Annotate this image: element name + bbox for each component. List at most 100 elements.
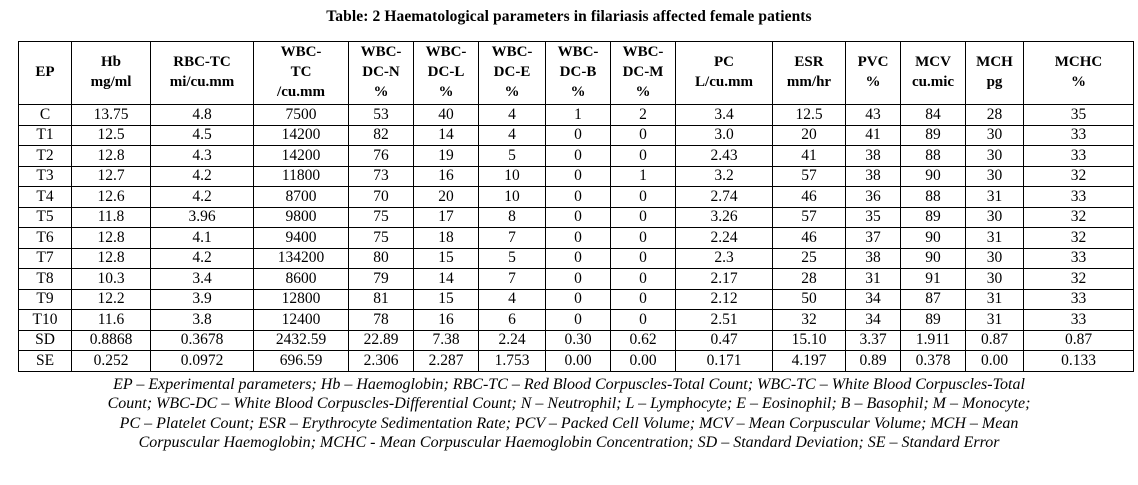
column-header-wbc-tc: WBC- TC/cu.mm xyxy=(253,41,349,105)
table-cell: 2.306 xyxy=(348,350,414,372)
table-cell: 0.3678 xyxy=(150,329,254,351)
table-cell: 5 xyxy=(478,247,546,269)
table-cell: 7.38 xyxy=(413,329,479,351)
table-cell: 3.96 xyxy=(150,206,254,228)
table-cell: 11800 xyxy=(253,165,349,187)
table-cell: 33 xyxy=(1023,145,1134,167)
table-cell: 88 xyxy=(900,186,966,208)
table-row-T2: T2 12.8 4.3 14200 76 19 5 0 0 2.43 41 38 88 30 33 xyxy=(18,145,1134,167)
table-cell: 0 xyxy=(545,145,611,167)
footnote: EP – Experimental parameters; Hb – Haemo… xyxy=(0,375,1138,453)
table-cell: 0 xyxy=(545,206,611,228)
row-label: T7 xyxy=(18,247,72,269)
table-cell: 8700 xyxy=(253,186,349,208)
table-cell: 0.0972 xyxy=(150,350,254,372)
table-cell: 4.2 xyxy=(150,165,254,187)
table-cell: 5 xyxy=(478,145,546,167)
table-cell: 73 xyxy=(348,165,414,187)
table-cell: 4.197 xyxy=(772,350,846,372)
table-cell: 7 xyxy=(478,268,546,290)
table-cell: 3.4 xyxy=(150,268,254,290)
table-cell: 12.8 xyxy=(71,247,151,269)
table-cell: 15.10 xyxy=(772,329,846,351)
table-cell: 33 xyxy=(1023,124,1134,146)
column-header-wbc-dc-n: WBC- DC-N% xyxy=(348,41,414,105)
table-cell: 31 xyxy=(965,309,1024,331)
table-cell: 32 xyxy=(772,309,846,331)
column-header-wbc-dc-l: WBC- DC-L% xyxy=(413,41,479,105)
table-cell: 35 xyxy=(845,206,901,228)
table-cell: 2.24 xyxy=(478,329,546,351)
table-cell: 0.00 xyxy=(610,350,676,372)
table-cell: 3.0 xyxy=(675,124,773,146)
table-cell: 0.00 xyxy=(545,350,611,372)
table-cell: 4 xyxy=(478,124,546,146)
row-label: T8 xyxy=(18,268,72,290)
column-header-mcv: MCV cu.mic xyxy=(900,41,966,105)
table-cell: 57 xyxy=(772,206,846,228)
table-cell: 57 xyxy=(772,165,846,187)
table-cell: 14 xyxy=(413,124,479,146)
table-cell: 3.2 xyxy=(675,165,773,187)
table-cell: 13.75 xyxy=(71,104,151,126)
table-cell: 4.2 xyxy=(150,186,254,208)
table-cell: 0.00 xyxy=(965,350,1024,372)
column-header-wbc-dc-b: WBC- DC-B% xyxy=(545,41,611,105)
table-cell: 12.8 xyxy=(71,145,151,167)
table-cell: 2.24 xyxy=(675,227,773,249)
row-label: T9 xyxy=(18,288,72,310)
table-cell: 1.753 xyxy=(478,350,546,372)
table-cell: 12800 xyxy=(253,288,349,310)
table-cell: 0 xyxy=(610,309,676,331)
table-cell: 0.87 xyxy=(1023,329,1134,351)
table-row-C: C 13.75 4.8 7500 53 40 4 1 2 3.4 12.5 43 84 28 35 xyxy=(18,104,1134,126)
table-cell: 0 xyxy=(545,124,611,146)
table-cell: 12.8 xyxy=(71,227,151,249)
footnote-line: Corpuscular Haemoglobin; MCHC - Mean Cor… xyxy=(138,434,1000,451)
table-cell: 0.171 xyxy=(675,350,773,372)
table-cell: 4.1 xyxy=(150,227,254,249)
table-cell: 82 xyxy=(348,124,414,146)
table-cell: 31 xyxy=(845,268,901,290)
table-cell: 0 xyxy=(610,186,676,208)
row-label: SD xyxy=(18,329,72,351)
table-cell: 33 xyxy=(1023,186,1134,208)
table-row-T10: T10 11.6 3.8 12400 78 16 6 0 0 2.51 32 34 89 31 33 xyxy=(18,309,1134,331)
row-label: T1 xyxy=(18,124,72,146)
table-cell: 0 xyxy=(610,206,676,228)
table-cell: 12.2 xyxy=(71,288,151,310)
row-label: T3 xyxy=(18,165,72,187)
column-header-pc: PC L/cu.mm xyxy=(675,41,773,105)
column-header-mch: MCH pg xyxy=(965,41,1024,105)
column-header-wbc-dc-e: WBC- DC-E% xyxy=(478,41,546,105)
table-cell: 70 xyxy=(348,186,414,208)
table-cell: 81 xyxy=(348,288,414,310)
column-header-rbc-tc: RBC-TC mi/cu.mm xyxy=(150,41,254,105)
table-cell: 19 xyxy=(413,145,479,167)
table-cell: 30 xyxy=(965,206,1024,228)
table-cell: 30 xyxy=(965,145,1024,167)
row-label: T2 xyxy=(18,145,72,167)
table-cell: 18 xyxy=(413,227,479,249)
table-cell: 37 xyxy=(845,227,901,249)
table-cell: 50 xyxy=(772,288,846,310)
table-cell: 0.62 xyxy=(610,329,676,351)
table-cell: 4.2 xyxy=(150,247,254,269)
table-cell: 4.3 xyxy=(150,145,254,167)
table-cell: 2.12 xyxy=(675,288,773,310)
table-cell: 2.43 xyxy=(675,145,773,167)
table-cell: 0.133 xyxy=(1023,350,1134,372)
table-cell: 32 xyxy=(1023,165,1134,187)
table-cell: 2.287 xyxy=(413,350,479,372)
table-cell: 0.47 xyxy=(675,329,773,351)
table-cell: 11.6 xyxy=(71,309,151,331)
header-row: EP Hb mg/ml RBC-TC mi/cu.mm WBC- TC/cu.mm WBC- D… xyxy=(18,41,1134,105)
table-cell: 0.8868 xyxy=(71,329,151,351)
table-cell: 0 xyxy=(545,309,611,331)
table-cell: 79 xyxy=(348,268,414,290)
table-cell: 80 xyxy=(348,247,414,269)
table-cell: 30 xyxy=(965,124,1024,146)
table-cell: 30 xyxy=(965,268,1024,290)
table-cell: 3.9 xyxy=(150,288,254,310)
table-cell: 32 xyxy=(1023,206,1134,228)
